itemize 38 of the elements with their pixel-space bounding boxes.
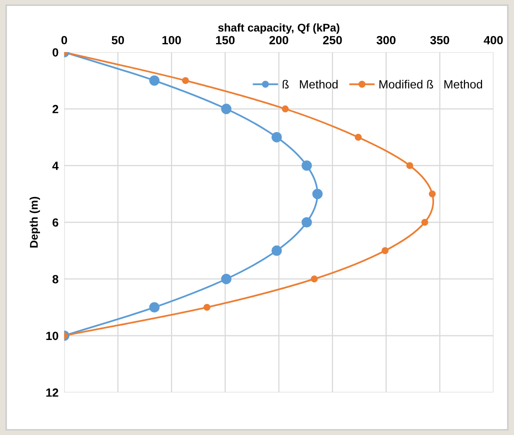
point xyxy=(149,302,160,313)
y-axis-title: Depth (m) xyxy=(30,196,40,248)
x-tick-label: 0 xyxy=(61,36,68,44)
point xyxy=(149,75,160,86)
point xyxy=(271,132,282,142)
point xyxy=(271,245,282,256)
point xyxy=(406,162,414,170)
point xyxy=(221,104,232,114)
legend-label: Modified ß Method xyxy=(379,80,482,89)
y-tick-label: 0 xyxy=(52,48,58,57)
legend-label: ß Method xyxy=(282,80,338,89)
point xyxy=(302,160,312,171)
x-tick-label: 400 xyxy=(484,36,503,44)
point xyxy=(221,274,232,284)
y-tick-label: 8 xyxy=(52,275,58,284)
x-tick-label: 300 xyxy=(376,36,396,44)
point xyxy=(282,105,289,112)
x-tick-label: 250 xyxy=(323,36,342,44)
point xyxy=(382,247,389,254)
x-axis-title: shaft capacity, Qf (kPa) xyxy=(218,23,340,34)
y-tick-label: 2 xyxy=(52,104,58,114)
y-tick-label: 12 xyxy=(46,388,58,397)
point xyxy=(182,77,189,84)
x-tick-label: 100 xyxy=(162,36,181,44)
point xyxy=(312,188,323,200)
point xyxy=(428,190,436,198)
x-tick-label: 50 xyxy=(112,36,124,44)
point xyxy=(421,218,428,226)
y-tick-label: 6 xyxy=(52,218,58,227)
y-tick-label: 4 xyxy=(52,162,59,170)
x-tick-label: 350 xyxy=(430,36,450,44)
point xyxy=(203,304,210,311)
point xyxy=(310,276,318,282)
x-tick-label: 200 xyxy=(269,36,288,44)
y-tick-label: 10 xyxy=(46,332,58,340)
point xyxy=(302,217,312,228)
point xyxy=(354,134,362,141)
x-tick-label: 150 xyxy=(216,36,235,44)
